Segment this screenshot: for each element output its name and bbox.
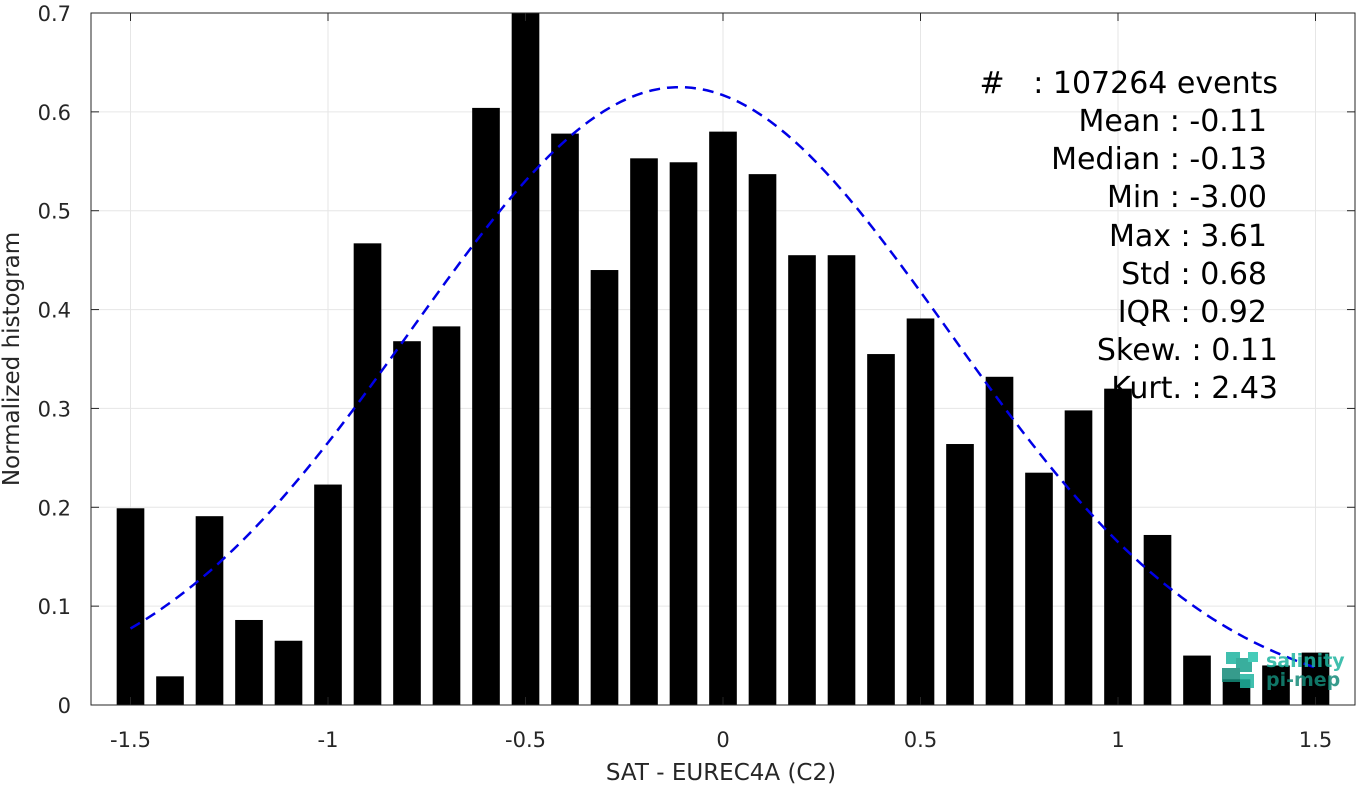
stat-mean: Mean : -0.11 (1078, 104, 1267, 139)
statistics-annotation: # : 107264 events Mean : -0.11 Median : … (979, 66, 1278, 406)
histogram-bar (946, 444, 974, 705)
normal-fit-curve (129, 85, 1316, 669)
x-tick-label: 1.5 (1299, 728, 1332, 752)
histogram-bar (788, 255, 816, 705)
x-tick-label: 1 (1111, 728, 1124, 752)
stat-max: Max : 3.61 (1109, 219, 1267, 254)
logo-line-1: salinity (1266, 650, 1345, 672)
histogram-bar (985, 376, 1014, 705)
histogram-bar (393, 341, 421, 705)
stat-kurt: Kurt. : 2.43 (1111, 371, 1278, 406)
y-tick-label: 0.6 (38, 101, 71, 125)
histogram-bar (1301, 652, 1330, 705)
y-tick-label: 0.4 (38, 299, 71, 323)
histogram-bar (709, 131, 737, 706)
y-tick-labels: 0 0.1 0.2 0.3 0.4 0.5 0.6 0.7 (38, 2, 71, 718)
x-axis-title: SAT - EUREC4A (C2) (606, 760, 836, 785)
y-tick-label: 0.2 (38, 496, 71, 520)
histogram-bar (1183, 655, 1211, 705)
histogram-bar (590, 270, 619, 705)
histogram-bar (274, 640, 303, 705)
stat-skew: Skew. : 0.11 (1097, 333, 1278, 368)
histogram-bar (472, 107, 500, 706)
stat-std: Std : 0.68 (1121, 257, 1267, 292)
histogram-bar (1104, 388, 1132, 705)
x-tick-label: -0.5 (505, 728, 546, 752)
x-tick-label: -1 (318, 728, 339, 752)
histogram-bar (748, 174, 777, 705)
histogram-bar (156, 676, 184, 705)
histogram-bar (511, 13, 540, 705)
histogram-bar (867, 354, 895, 705)
x-tick-labels: -1.5 -1 -0.5 0 0.5 1 1.5 (110, 728, 1332, 752)
histogram-bar (432, 326, 461, 705)
histogram-bar (353, 243, 382, 705)
histogram-bar (906, 318, 935, 705)
salinity-pimep-logo-icon (1222, 652, 1258, 688)
stat-median: Median : -0.13 (1051, 142, 1267, 177)
histogram-bar (669, 162, 698, 705)
axis-ticks (91, 12, 1355, 706)
histogram-bar (235, 619, 263, 705)
stat-iqr: IQR : 0.92 (1118, 295, 1267, 330)
y-tick-label: 0.7 (38, 2, 71, 26)
y-tick-label: 0.5 (38, 200, 71, 224)
x-tick-label: 0 (716, 728, 729, 752)
y-axis-title: Normalized histogram (0, 232, 25, 486)
histogram-bar (551, 133, 579, 705)
salinity-pimep-logo: salinity pi-mep (1222, 650, 1345, 691)
logo-line-2: pi-mep (1266, 669, 1340, 691)
histogram-bar (630, 158, 658, 705)
histogram-bar (827, 255, 856, 705)
histogram-bar (1143, 534, 1172, 705)
histogram-bar (195, 516, 224, 705)
stat-events: # : 107264 events (979, 66, 1278, 101)
x-tick-label: 0.5 (904, 728, 937, 752)
histogram-bar (116, 508, 145, 705)
histogram-bar (1025, 472, 1053, 705)
y-tick-label: 0 (58, 694, 71, 718)
histogram-bar (314, 484, 342, 705)
y-tick-label: 0.1 (38, 595, 71, 619)
stat-min: Min : -3.00 (1107, 180, 1267, 215)
y-tick-label: 0.3 (38, 397, 71, 421)
histogram-bars (116, 13, 1330, 706)
histogram-bar (1064, 410, 1093, 705)
x-tick-label: -1.5 (110, 728, 151, 752)
histogram-bar (1262, 665, 1290, 705)
normal-fit-line (129, 85, 1316, 669)
